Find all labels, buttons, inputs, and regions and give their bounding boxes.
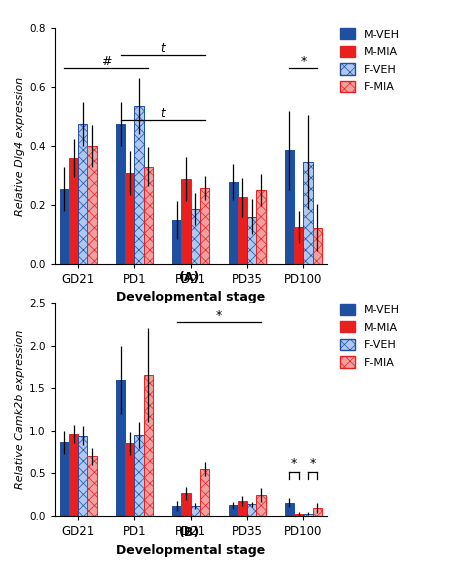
Bar [144,167,153,264]
Y-axis label: Relative Camk2b expression: Relative Camk2b expression [15,330,25,489]
Text: *: * [310,456,316,469]
Bar [87,456,97,516]
Text: t: t [160,107,165,120]
Bar [69,434,78,516]
Bar [135,435,144,516]
Bar [125,173,135,264]
Bar [191,506,200,516]
Bar [200,469,210,516]
Bar [247,505,256,516]
Y-axis label: Relative Dlg4 expression: Relative Dlg4 expression [15,77,25,215]
Text: t: t [160,42,165,55]
Bar [238,501,247,516]
Bar [182,179,191,264]
Bar [238,197,247,264]
Text: *: * [216,309,222,322]
Text: #: # [101,55,111,68]
Bar [313,508,322,516]
Bar [172,220,182,264]
Text: *: * [291,456,297,469]
Bar [60,189,69,264]
Bar [182,493,191,516]
Bar [247,217,256,264]
Bar [256,495,266,516]
Bar [172,506,182,516]
Bar [285,150,294,264]
Bar [228,505,238,516]
Bar [116,380,125,516]
Bar [303,162,313,264]
Text: (B): (B) [179,526,200,539]
Bar [125,443,135,516]
Bar [135,106,144,264]
Legend: M-VEH, M-MIA, F-VEH, F-MIA: M-VEH, M-MIA, F-VEH, F-MIA [335,299,405,372]
Legend: M-VEH, M-MIA, F-VEH, F-MIA: M-VEH, M-MIA, F-VEH, F-MIA [335,24,405,96]
X-axis label: Developmental stage: Developmental stage [116,544,265,557]
X-axis label: Developmental stage: Developmental stage [116,291,265,304]
Bar [144,375,153,516]
Bar [294,227,303,264]
Bar [256,190,266,264]
Bar [78,435,87,516]
Bar [60,442,69,516]
Text: *: * [301,55,307,68]
Bar [313,228,322,264]
Bar [87,146,97,264]
Bar [228,182,238,264]
Bar [200,188,210,264]
Bar [285,503,294,516]
Text: (A): (A) [179,270,201,284]
Bar [69,158,78,264]
Bar [78,124,87,264]
Bar [191,209,200,264]
Bar [294,514,303,516]
Bar [116,124,125,264]
Bar [303,514,313,516]
